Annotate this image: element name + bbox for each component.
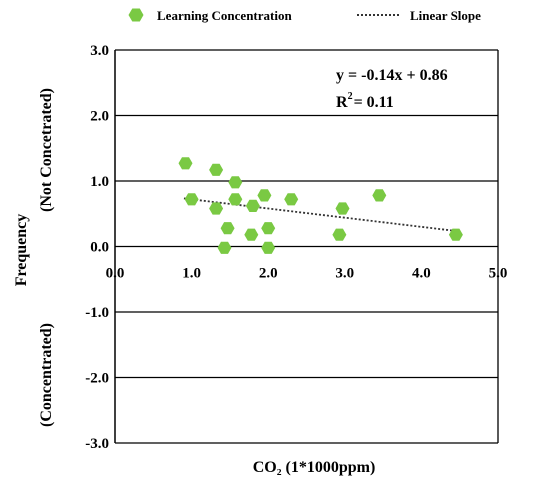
y-tick-label: 1.0	[90, 174, 109, 190]
data-point	[209, 163, 224, 176]
y-tick-label: -2.0	[85, 371, 109, 387]
data-point	[184, 193, 199, 206]
data-points	[178, 157, 463, 254]
data-point	[448, 228, 463, 241]
axes	[114, 50, 499, 443]
data-point	[332, 228, 347, 241]
data-point	[209, 202, 224, 215]
trend-line	[183, 197, 456, 232]
trend-layer	[183, 197, 456, 232]
data-point	[257, 189, 272, 202]
x-tick-label: 5.0	[489, 266, 508, 282]
regression-equation: y = -0.14x + 0.86	[336, 67, 448, 84]
grid-lines	[115, 49, 498, 444]
data-point	[228, 176, 243, 189]
r-squared-suffix: = 0.11	[354, 94, 394, 111]
y-tick-label: 2.0	[90, 109, 109, 125]
data-point	[261, 222, 276, 235]
data-point	[372, 189, 387, 202]
y-axis-title: Frequency	[13, 214, 30, 287]
data-point	[284, 193, 299, 206]
y-tick-label: -1.0	[85, 305, 109, 321]
r-squared-superscript: 2	[348, 91, 353, 102]
upper-region-label: (Not Concetrated)	[38, 88, 55, 212]
y-tick-label: 0.0	[90, 240, 109, 256]
x-tick-label: 1.0	[182, 266, 201, 282]
r-squared: R2= 0.11	[336, 91, 394, 111]
y-tick-label: 3.0	[90, 43, 109, 59]
data-point	[178, 157, 193, 170]
tick-labels: 3.0 2.0 1.0 0.0 -1.0 -2.0 -3.0 0.0 1.0 2.0 3.0 4.0 5…	[85, 43, 507, 452]
legend-label-learning-concentration: Learning Concentration	[157, 8, 292, 23]
data-point	[245, 199, 260, 212]
data-point	[335, 202, 350, 215]
x-axis-title: CO₂ (1*1000ppm)	[253, 459, 376, 476]
data-point	[220, 222, 235, 235]
data-point	[228, 193, 243, 206]
x-tick-label: 2.0	[259, 266, 278, 282]
x-tick-label: 0.0	[106, 266, 125, 282]
lower-region-label: (Concentrated)	[38, 323, 55, 427]
y-tick-label: -3.0	[85, 436, 109, 452]
x-tick-label: 4.0	[412, 266, 431, 282]
r-squared-prefix: R	[336, 94, 348, 111]
legend: Learning Concentration Linear Slope	[128, 8, 481, 23]
x-tick-label: 3.0	[335, 266, 354, 282]
data-point	[261, 241, 276, 254]
legend-label-linear-slope: Linear Slope	[410, 8, 481, 23]
data-point	[217, 241, 232, 254]
legend-marker-learning-concentration	[128, 8, 144, 22]
data-point	[244, 228, 259, 241]
